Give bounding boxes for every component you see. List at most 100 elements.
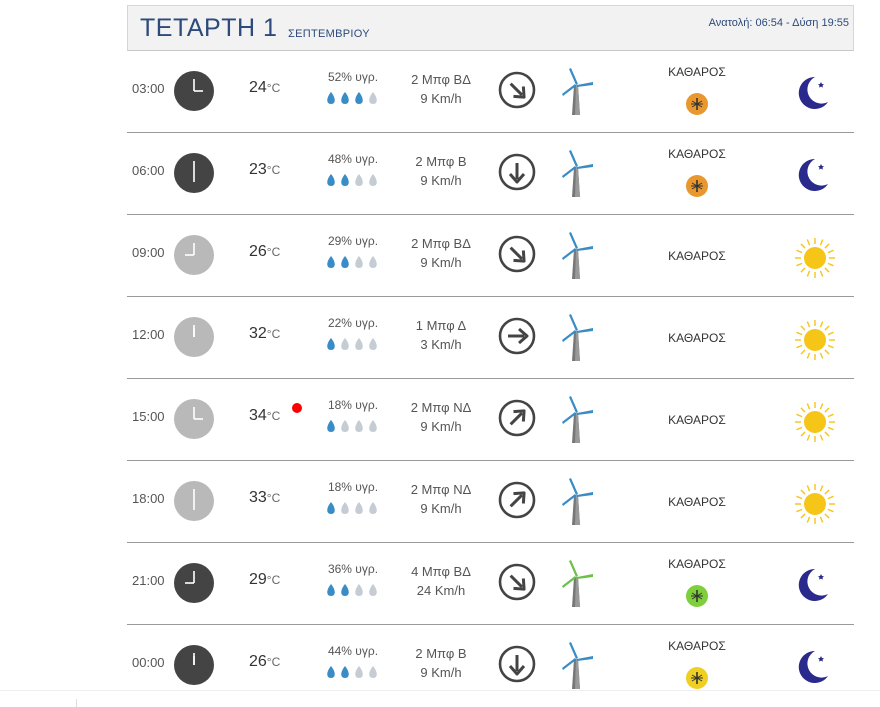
temperature-unit: °C (266, 327, 281, 341)
humidity-drops-icon (323, 501, 383, 515)
row-time: 12:00 (132, 327, 165, 342)
row-humidity: 29% υγρ. (327, 234, 379, 248)
temperature-value: 23 (249, 161, 267, 178)
mosquito-icon (686, 667, 708, 689)
row-condition: ΚΑΘΑΡΟΣ (668, 413, 726, 427)
day-header: ΤΕΤΑΡΤΗ 1 ΣΕΠΤΕΜΒΡΙΟΥ Ανατολή: 06:54 - Δ… (127, 5, 854, 51)
wind-turbine-icon (555, 475, 599, 532)
hourly-rows: 03:00 24°C 52% υγρ. 2 Μπφ ΒΔ 9 Km/h ΚΑΘΑΡΟΣ 06… (127, 51, 854, 695)
wind-speed: 9 Km/h (420, 501, 462, 516)
wind-turbine-icon (555, 311, 599, 368)
temperature-value: 24 (249, 79, 267, 96)
wind-turbine-icon (555, 65, 599, 122)
row-condition: ΚΑΘΑΡΟΣ (668, 639, 726, 653)
row-time: 18:00 (132, 491, 165, 506)
row-wind: 2 Μπφ ΝΔ 9 Km/h (401, 480, 481, 518)
wind-speed: 9 Km/h (420, 91, 462, 106)
row-wind: 1 Μπφ Δ 3 Km/h (401, 316, 481, 354)
clock-icon (174, 481, 214, 521)
clock-icon (174, 399, 214, 439)
wind-beaufort: 2 Μπφ ΒΔ (411, 236, 471, 251)
sunrise-sunset: Ανατολή: 06:54 - Δύση 19:55 (708, 17, 849, 29)
temperature-unit: °C (266, 163, 281, 177)
wind-direction-icon (497, 562, 537, 607)
row-temperature: 32°C (249, 325, 280, 343)
wind-beaufort: 1 Μπφ Δ (415, 318, 467, 333)
humidity-drops-icon (323, 665, 383, 679)
row-wind: 4 Μπφ ΒΔ 24 Km/h (401, 562, 481, 600)
row-wind: 2 Μπφ ΒΔ 9 Km/h (401, 234, 481, 272)
row-time: 06:00 (132, 163, 165, 178)
row-time: 03:00 (132, 81, 165, 96)
wind-speed: 9 Km/h (420, 665, 462, 680)
day-title: ΤΕΤΑΡΤΗ 1 (140, 14, 278, 42)
page-divider (0, 690, 880, 691)
row-humidity: 44% υγρ. (327, 644, 379, 658)
sun-icon (793, 482, 837, 531)
clock-icon (174, 317, 214, 357)
row-humidity: 22% υγρ. (327, 316, 379, 330)
wind-turbine-icon (555, 147, 599, 204)
forecast-row: 06:00 23°C 48% υγρ. 2 Μπφ Β 9 Km/h ΚΑΘΑΡΟΣ (127, 133, 854, 215)
humidity-drops-icon (323, 583, 383, 597)
clock-icon (174, 235, 214, 275)
wind-beaufort: 2 Μπφ Β (415, 646, 467, 661)
wind-direction-icon (497, 70, 537, 115)
temperature-value: 26 (249, 653, 267, 670)
moon-icon (793, 72, 833, 117)
row-humidity: 18% υγρ. (327, 398, 379, 412)
humidity-drops-icon (323, 91, 383, 105)
wind-beaufort: 2 Μπφ ΒΔ (411, 72, 471, 87)
row-temperature: 24°C (249, 79, 280, 97)
wind-turbine-icon (555, 639, 599, 696)
row-temperature: 26°C (249, 243, 280, 261)
row-time: 15:00 (132, 409, 165, 424)
row-condition: ΚΑΘΑΡΟΣ (668, 249, 726, 263)
wind-direction-icon (497, 480, 537, 525)
wind-speed: 3 Km/h (420, 337, 462, 352)
page-tick (76, 699, 77, 707)
wind-turbine-icon (555, 229, 599, 286)
forecast-row: 09:00 26°C 29% υγρ. 2 Μπφ ΒΔ 9 Km/h ΚΑΘΑΡΟΣ (127, 215, 854, 297)
wind-turbine-icon (555, 393, 599, 450)
row-wind: 2 Μπφ Β 9 Km/h (401, 152, 481, 190)
heat-alert-icon (292, 403, 302, 413)
forecast-row: 00:00 26°C 44% υγρ. 2 Μπφ Β 9 Km/h ΚΑΘΑΡΟΣ (127, 625, 854, 695)
row-wind: 2 Μπφ Β 9 Km/h (401, 644, 481, 682)
humidity-drops-icon (323, 255, 383, 269)
forecast-panel: ΤΕΤΑΡΤΗ 1 ΣΕΠΤΕΜΒΡΙΟΥ Ανατολή: 06:54 - Δ… (127, 5, 854, 695)
wind-direction-icon (497, 316, 537, 361)
temperature-unit: °C (266, 409, 281, 423)
forecast-row: 18:00 33°C 18% υγρ. 2 Μπφ ΝΔ 9 Km/h ΚΑΘΑΡΟΣ (127, 461, 854, 543)
row-condition: ΚΑΘΑΡΟΣ (668, 65, 726, 79)
row-temperature: 29°C (249, 571, 280, 589)
row-condition: ΚΑΘΑΡΟΣ (668, 331, 726, 345)
moon-icon (793, 564, 833, 609)
row-temperature: 33°C (249, 489, 280, 507)
clock-icon (174, 563, 214, 603)
sun-icon (793, 400, 837, 449)
wind-direction-icon (497, 234, 537, 279)
temperature-unit: °C (266, 491, 281, 505)
temperature-value: 32 (249, 325, 267, 342)
sun-icon (793, 318, 837, 367)
wind-direction-icon (497, 644, 537, 689)
row-wind: 2 Μπφ ΝΔ 9 Km/h (401, 398, 481, 436)
clock-icon (174, 71, 214, 111)
wind-beaufort: 2 Μπφ ΝΔ (410, 482, 472, 497)
row-humidity: 48% υγρ. (327, 152, 379, 166)
sun-icon (793, 236, 837, 285)
row-humidity: 52% υγρ. (327, 70, 379, 84)
wind-beaufort: 2 Μπφ ΝΔ (410, 400, 472, 415)
row-humidity: 36% υγρ. (327, 562, 379, 576)
moon-icon (793, 154, 833, 199)
wind-speed: 9 Km/h (420, 419, 462, 434)
mosquito-icon (686, 93, 708, 115)
temperature-value: 29 (249, 571, 267, 588)
clock-icon (174, 645, 214, 685)
temperature-unit: °C (266, 81, 281, 95)
humidity-drops-icon (323, 337, 383, 351)
wind-speed: 24 Km/h (416, 583, 466, 598)
row-time: 00:00 (132, 655, 165, 670)
temperature-value: 33 (249, 489, 267, 506)
